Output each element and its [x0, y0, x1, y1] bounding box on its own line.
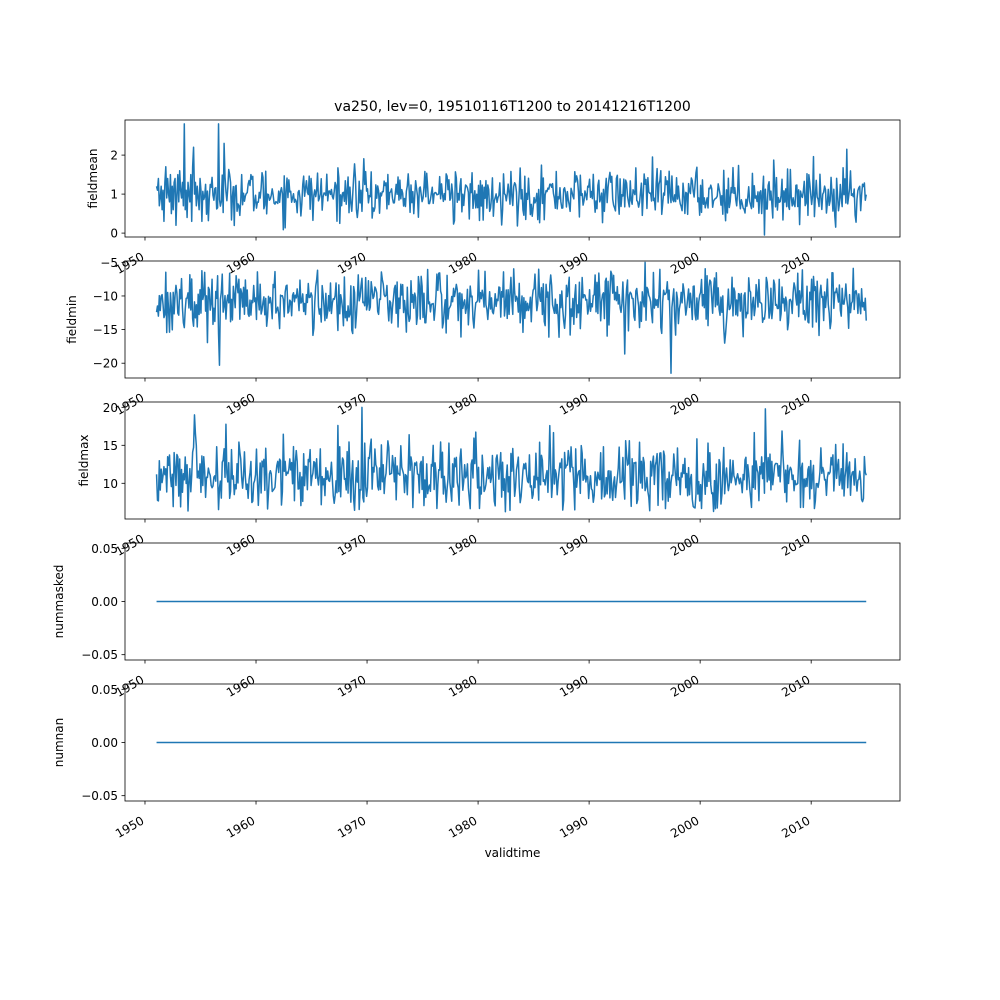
x-tick-label: 1970	[335, 813, 368, 840]
y-tick-label: −15	[93, 323, 118, 337]
y-axis-label: nummasked	[52, 565, 66, 639]
y-axis-label: fieldmax	[77, 434, 91, 486]
y-axis-label: numnan	[52, 718, 66, 767]
y-axis-label: fieldmean	[86, 149, 100, 209]
y-tick-label: −20	[93, 357, 118, 371]
x-tick-label: 1950	[113, 249, 146, 276]
y-tick-label: 0	[110, 227, 118, 241]
x-tick-label: 2010	[779, 249, 812, 276]
subplot-fieldmin: −20 −15 −10 −5 1950 1960 1970 1980 1990 2000 2010 f…	[65, 256, 901, 418]
y-tick-label: −10	[93, 289, 118, 303]
x-tick-label: 1990	[557, 249, 590, 276]
x-tick-label: 1960	[224, 390, 257, 417]
x-tick-label: 2000	[668, 813, 701, 840]
y-tick-label: 0.00	[91, 736, 118, 750]
x-tick-label: 2010	[779, 390, 812, 417]
x-tick-label: 1960	[224, 672, 257, 699]
y-tick-label: 15	[103, 439, 118, 453]
x-tick-label: 2000	[668, 531, 701, 558]
x-tick-label: 2000	[668, 672, 701, 699]
y-tick-label: 0.00	[91, 595, 118, 609]
y-tick-label: 2	[110, 149, 118, 163]
x-tick-label: 1980	[446, 531, 479, 558]
x-tick-label: 2010	[779, 672, 812, 699]
x-tick-label: 1960	[224, 249, 257, 276]
y-tick-label: −0.05	[81, 789, 118, 803]
x-tick-label: 1970	[335, 390, 368, 417]
x-tick-label: 2010	[779, 531, 812, 558]
x-tick-label: 1980	[446, 813, 479, 840]
x-tick-label: 1950	[113, 813, 146, 840]
y-axis-label: fieldmin	[65, 295, 79, 344]
x-tick-label: 2000	[668, 249, 701, 276]
x-tick-label: 1960	[224, 813, 257, 840]
axes-frame	[124, 260, 901, 379]
axes-frame	[124, 401, 901, 520]
x-tick-label: 1950	[113, 531, 146, 558]
x-tick-label: 1990	[557, 390, 590, 417]
x-tick-label: 1960	[224, 531, 257, 558]
subplot-fieldmax: 10 15 20 1950 1960 1970 1980 1990 2000 2010 fieldm…	[77, 401, 901, 559]
subplot-fieldmean: 0 1 2 1950 1960 1970 1980 1990 2000 2010 fieldmean	[86, 119, 901, 277]
x-tick-label: 1990	[557, 813, 590, 840]
series-line-fieldmean	[155, 123, 867, 236]
y-tick-label: 0.05	[91, 542, 118, 556]
y-tick-label: −5	[100, 256, 118, 270]
series-line-fieldmax	[155, 406, 867, 513]
x-tick-label: 1980	[446, 249, 479, 276]
figure-title: va250, lev=0, 19510116T1200 to 20141216T…	[334, 99, 691, 115]
x-tick-label: 1990	[557, 531, 590, 558]
x-tick-label: 1970	[335, 249, 368, 276]
axes-frame	[124, 119, 901, 238]
x-tick-label: 2000	[668, 390, 701, 417]
x-tick-label: 1970	[335, 531, 368, 558]
y-tick-label: 10	[103, 477, 118, 491]
x-tick-label: 1980	[446, 672, 479, 699]
x-tick-label: 1950	[113, 672, 146, 699]
x-tick-label: 1950	[113, 390, 146, 417]
x-axis-label: validtime	[485, 846, 541, 860]
subplot-numnan: −0.05 0.00 0.05 1950 1960 1970 1980 1990 2000 201…	[52, 683, 901, 841]
x-tick-label: 1970	[335, 672, 368, 699]
series-line-fieldmin	[155, 261, 867, 375]
y-tick-label: 20	[103, 401, 118, 415]
y-tick-label: −0.05	[81, 648, 118, 662]
x-tick-label: 2010	[779, 813, 812, 840]
x-tick-label: 1990	[557, 672, 590, 699]
y-tick-label: 1	[110, 188, 118, 202]
x-tick-label: 1980	[446, 390, 479, 417]
y-tick-label: 0.05	[91, 683, 118, 697]
